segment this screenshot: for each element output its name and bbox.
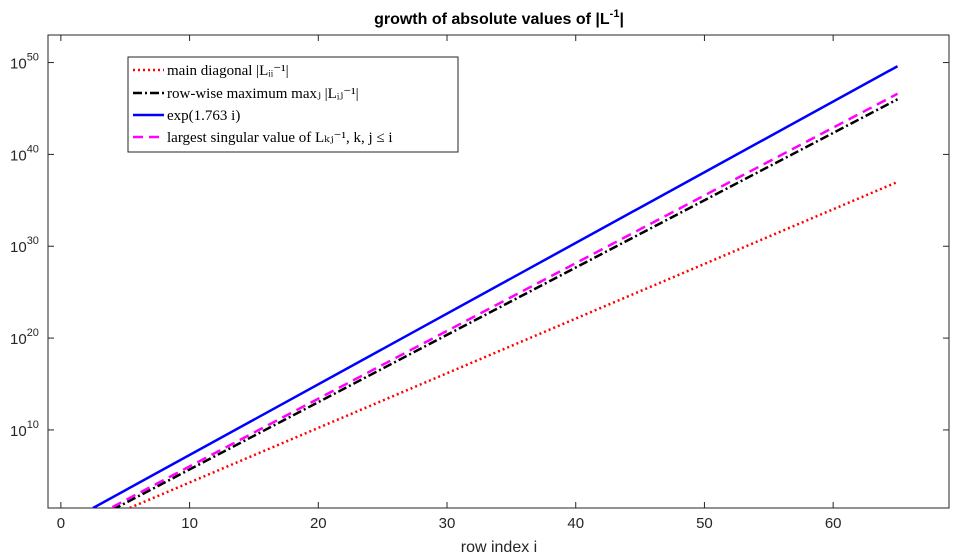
y-tick-exponent: 30 — [27, 235, 39, 247]
y-tick-base: 10 — [10, 239, 27, 256]
y-tick-exponent: 40 — [27, 143, 39, 155]
x-tick-label: 40 — [567, 515, 584, 532]
y-tick-label: 1040 — [10, 143, 39, 164]
y-tick-label: 1010 — [10, 419, 39, 440]
legend-label-diagonal: main diagonal |Lᵢᵢ⁻¹| — [167, 63, 289, 79]
y-tick-base: 10 — [10, 331, 27, 348]
x-tick-label: 0 — [57, 515, 65, 532]
x-tick-label: 20 — [310, 515, 327, 532]
y-tick-base: 10 — [10, 56, 27, 73]
y-tick-label: 1050 — [10, 52, 39, 73]
x-tick-label: 50 — [696, 515, 713, 532]
y-tick-exponent: 50 — [27, 52, 39, 64]
legend-label-singular: largest singular value of Lₖⱼ⁻¹, k, j ≤ … — [167, 130, 393, 146]
x-tick-label: 30 — [439, 515, 456, 532]
x-tick-label: 60 — [825, 515, 842, 532]
y-tick-exponent: 20 — [27, 327, 39, 339]
y-tick-exponent: 10 — [27, 419, 39, 431]
legend-label-rowmax: row-wise maximum maxⱼ |Lᵢⱼ⁻¹| — [167, 86, 359, 102]
y-tick-label: 1030 — [10, 235, 39, 256]
y-tick-base: 10 — [10, 423, 27, 440]
chart-title: growth of absolute values of |L-1| — [374, 8, 624, 28]
x-axis-label: row index i — [461, 539, 537, 556]
legend: main diagonal |Lᵢᵢ⁻¹| row-wise maximum m… — [128, 57, 458, 152]
y-tick-base: 10 — [10, 147, 27, 164]
x-tick-label: 10 — [181, 515, 198, 532]
y-tick-label: 1020 — [10, 327, 39, 348]
legend-label-exp: exp(1.763 i) — [167, 108, 240, 124]
